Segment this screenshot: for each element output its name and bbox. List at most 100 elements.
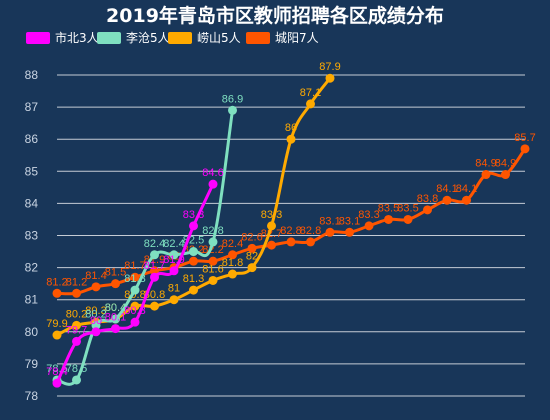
data-point[interactable] [228, 105, 237, 115]
data-label: 82.7 [261, 228, 282, 240]
series-0: 78.479.780 80.180.381.781.983.384.6 [46, 167, 224, 388]
legend-swatch [26, 32, 50, 44]
data-point[interactable] [208, 275, 218, 285]
data-point[interactable] [72, 375, 81, 385]
data-point[interactable] [403, 214, 413, 224]
data-label: 81 [168, 283, 180, 295]
data-label: 83.8 [417, 193, 438, 205]
series-line [56, 110, 234, 386]
data-point[interactable] [208, 179, 218, 189]
data-point[interactable] [247, 263, 257, 273]
data-point[interactable] [150, 250, 159, 260]
data-label: 84.6 [202, 167, 223, 179]
data-point[interactable] [150, 272, 159, 282]
data-label: 81.3 [183, 273, 204, 285]
data-point[interactable] [228, 269, 237, 279]
data-point[interactable] [52, 330, 62, 340]
data-point[interactable] [91, 282, 101, 292]
series-2: 79.980.280.380.480.880.88181.381.681.882… [46, 61, 341, 340]
data-label: 84.9 [495, 158, 516, 170]
legend-item[interactable]: 李沧5人 [97, 30, 170, 45]
data-point[interactable] [286, 134, 296, 144]
data-point[interactable] [423, 205, 432, 215]
data-point[interactable] [52, 378, 62, 388]
data-point[interactable] [169, 295, 179, 305]
data-point[interactable] [501, 170, 510, 180]
data-point[interactable] [267, 221, 276, 231]
data-point[interactable] [169, 266, 179, 276]
data-point[interactable] [325, 227, 335, 237]
data-point[interactable] [72, 320, 81, 330]
data-point[interactable] [286, 237, 296, 247]
data-label: 81.9 [163, 254, 184, 266]
data-point[interactable] [267, 240, 276, 250]
data-point[interactable] [189, 247, 198, 257]
data-point[interactable] [520, 144, 530, 154]
data-point[interactable] [130, 301, 140, 311]
data-label: 80 [90, 315, 102, 327]
data-point[interactable] [91, 327, 101, 337]
data-label: 80.4 [105, 302, 126, 314]
data-point[interactable] [111, 279, 120, 289]
data-point[interactable] [72, 336, 81, 346]
data-point[interactable] [111, 324, 120, 334]
data-label: 83.5 [378, 202, 399, 214]
data-point[interactable] [462, 195, 471, 205]
data-point[interactable] [130, 272, 140, 282]
y-tick-label: 78 [25, 389, 39, 403]
data-label: 82.8 [202, 225, 223, 237]
data-point[interactable] [325, 73, 335, 83]
data-label: 79.9 [46, 318, 67, 330]
data-point[interactable] [384, 214, 393, 224]
data-point[interactable] [189, 285, 198, 295]
data-point[interactable] [130, 317, 140, 327]
data-point[interactable] [111, 314, 120, 324]
data-point[interactable] [306, 99, 315, 109]
data-point[interactable] [52, 288, 62, 298]
legend-item[interactable]: 城阳7人 [246, 31, 319, 45]
data-label: 83.3 [183, 209, 204, 221]
data-point[interactable] [91, 320, 101, 330]
data-point[interactable] [364, 221, 374, 231]
data-point[interactable] [247, 243, 257, 253]
data-point[interactable] [189, 256, 198, 266]
data-label: 78.5 [66, 363, 87, 375]
data-label: 80.1 [105, 312, 126, 324]
legend-item[interactable]: 市北3人 [26, 30, 99, 45]
series-group: 81.281.281.481.581.781.98282.282.282.482… [46, 61, 536, 388]
legend-item[interactable]: 崂山5人 [168, 31, 241, 45]
legend-label: 市北3人 [55, 30, 99, 45]
data-point[interactable] [189, 221, 198, 231]
data-point[interactable] [130, 285, 140, 295]
data-label: 81.8 [222, 257, 243, 269]
series-line [56, 77, 332, 337]
y-tick-label: 81 [25, 293, 39, 307]
data-point[interactable] [150, 266, 159, 276]
data-label: 82.8 [280, 225, 301, 237]
legend-label: 城阳7人 [275, 31, 319, 45]
data-point[interactable] [228, 250, 237, 260]
data-label: 83.3 [261, 209, 282, 221]
legend-swatch [246, 32, 270, 44]
data-label: 82 [246, 251, 258, 263]
data-point[interactable] [442, 195, 452, 205]
data-point[interactable] [481, 170, 491, 180]
data-point[interactable] [306, 237, 315, 247]
legend[interactable]: 市北3人 李沧5人 崂山5人 城阳7人 [26, 30, 319, 45]
y-tick-label: 84 [25, 196, 39, 210]
y-tick-label: 80 [25, 325, 39, 339]
data-label: 83.5 [397, 202, 418, 214]
data-label: 87.1 [300, 87, 321, 99]
data-point[interactable] [150, 301, 159, 311]
data-point[interactable] [208, 237, 218, 247]
data-point[interactable] [169, 250, 179, 260]
data-label: 86 [285, 122, 297, 134]
data-point[interactable] [345, 227, 354, 237]
data-point[interactable] [72, 288, 81, 298]
legend-label: 李沧5人 [126, 30, 170, 45]
data-point[interactable] [208, 256, 218, 266]
y-tick-label: 82 [25, 261, 39, 275]
data-label: 82.6 [241, 231, 262, 243]
